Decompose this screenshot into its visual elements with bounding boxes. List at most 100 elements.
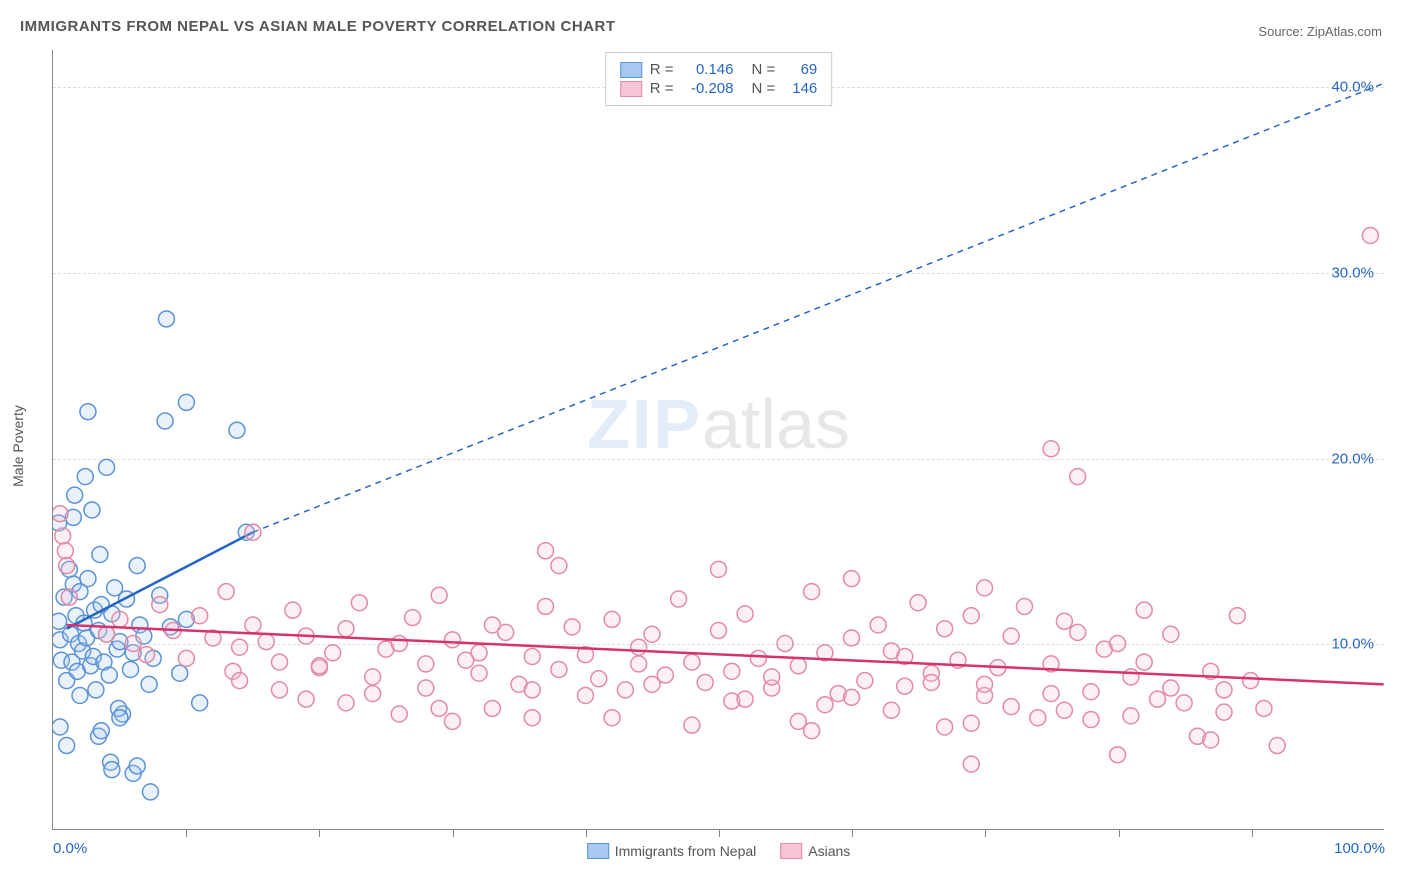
- blue-point: [178, 394, 194, 410]
- pink-point: [192, 608, 208, 624]
- blue-point: [229, 422, 245, 438]
- scatter-plot: ZIPatlas R =0.146N =69R =-0.208N =146 Im…: [52, 50, 1384, 830]
- series-legend: Immigrants from Nepal Asians: [587, 843, 851, 859]
- pink-point: [1136, 602, 1152, 618]
- pink-point: [391, 706, 407, 722]
- pink-point: [750, 650, 766, 666]
- blue-point: [92, 547, 108, 563]
- pink-point: [777, 636, 793, 652]
- pink-point: [272, 654, 288, 670]
- blue-point: [53, 613, 67, 629]
- pink-point: [1056, 613, 1072, 629]
- blue-point: [192, 695, 208, 711]
- legend-n-label: N =: [752, 80, 776, 97]
- source-attribution: Source: ZipAtlas.com: [1258, 24, 1382, 39]
- blue-point: [112, 710, 128, 726]
- pink-point: [125, 636, 141, 652]
- pink-point: [61, 589, 77, 605]
- x-tick: [852, 829, 853, 837]
- pink-point: [1056, 702, 1072, 718]
- pink-point: [844, 689, 860, 705]
- pink-point: [57, 543, 73, 559]
- pink-point: [484, 700, 500, 716]
- pink-point: [471, 665, 487, 681]
- blue-point: [104, 762, 120, 778]
- pink-point: [1110, 636, 1126, 652]
- pink-point: [897, 678, 913, 694]
- legend-label: Immigrants from Nepal: [615, 843, 757, 859]
- blue-point: [157, 413, 173, 429]
- pink-point: [1269, 738, 1285, 754]
- blue-point: [172, 665, 188, 681]
- pink-point: [55, 528, 71, 544]
- pink-point: [977, 676, 993, 692]
- pink-point: [631, 639, 647, 655]
- pink-point: [1043, 686, 1059, 702]
- pink-point: [218, 584, 234, 600]
- blue-point: [84, 502, 100, 518]
- pink-point: [1110, 747, 1126, 763]
- x-tick: [186, 829, 187, 837]
- blue-point: [99, 459, 115, 475]
- blue-point: [93, 723, 109, 739]
- pink-point: [604, 611, 620, 627]
- pink-point: [711, 623, 727, 639]
- blue-point: [72, 687, 88, 703]
- pink-point: [1003, 699, 1019, 715]
- blue-point: [101, 667, 117, 683]
- legend-n-value: 146: [783, 80, 817, 97]
- pink-point: [617, 682, 633, 698]
- pink-point: [1016, 598, 1032, 614]
- pink-point: [564, 619, 580, 635]
- blue-point: [59, 738, 75, 754]
- legend-swatch: [587, 843, 609, 859]
- pink-point: [644, 676, 660, 692]
- legend-swatch: [620, 81, 642, 97]
- pink-point: [1083, 684, 1099, 700]
- pink-point: [1243, 673, 1259, 689]
- pink-point: [232, 639, 248, 655]
- pink-point: [817, 697, 833, 713]
- legend-row: R =-0.208N =146: [620, 80, 818, 97]
- x-tick: [586, 829, 587, 837]
- pink-point: [258, 634, 274, 650]
- pink-point: [604, 710, 620, 726]
- blue-point: [53, 719, 68, 735]
- pink-point: [844, 630, 860, 646]
- pink-point: [178, 650, 194, 666]
- pink-point: [1043, 441, 1059, 457]
- pink-point: [431, 700, 447, 716]
- blue-trendline-dashed: [253, 83, 1384, 532]
- pink-point: [1123, 669, 1139, 685]
- pink-point: [99, 626, 115, 642]
- pink-point: [365, 686, 381, 702]
- pink-point: [910, 595, 926, 611]
- x-tick: [1252, 829, 1253, 837]
- pink-point: [591, 671, 607, 687]
- pink-point: [1083, 712, 1099, 728]
- blue-point: [129, 758, 145, 774]
- x-tick: [719, 829, 720, 837]
- pink-point: [644, 626, 660, 642]
- y-axis-label: Male Poverty: [10, 405, 26, 487]
- pink-point: [870, 617, 886, 633]
- legend-swatch: [780, 843, 802, 859]
- pink-point: [1203, 732, 1219, 748]
- pink-point: [272, 682, 288, 698]
- pink-point: [365, 669, 381, 685]
- pink-point: [963, 715, 979, 731]
- pink-point: [977, 580, 993, 596]
- blue-point: [80, 404, 96, 420]
- pink-point: [338, 695, 354, 711]
- pink-point: [138, 647, 154, 663]
- pink-point: [937, 719, 953, 735]
- pink-point: [245, 617, 261, 633]
- legend-r-label: R =: [650, 80, 674, 97]
- blue-point: [80, 571, 96, 587]
- legend-label: Asians: [808, 843, 850, 859]
- pink-point: [684, 717, 700, 733]
- pink-point: [671, 591, 687, 607]
- pink-point: [631, 656, 647, 672]
- pink-point: [59, 558, 75, 574]
- pink-point: [1030, 710, 1046, 726]
